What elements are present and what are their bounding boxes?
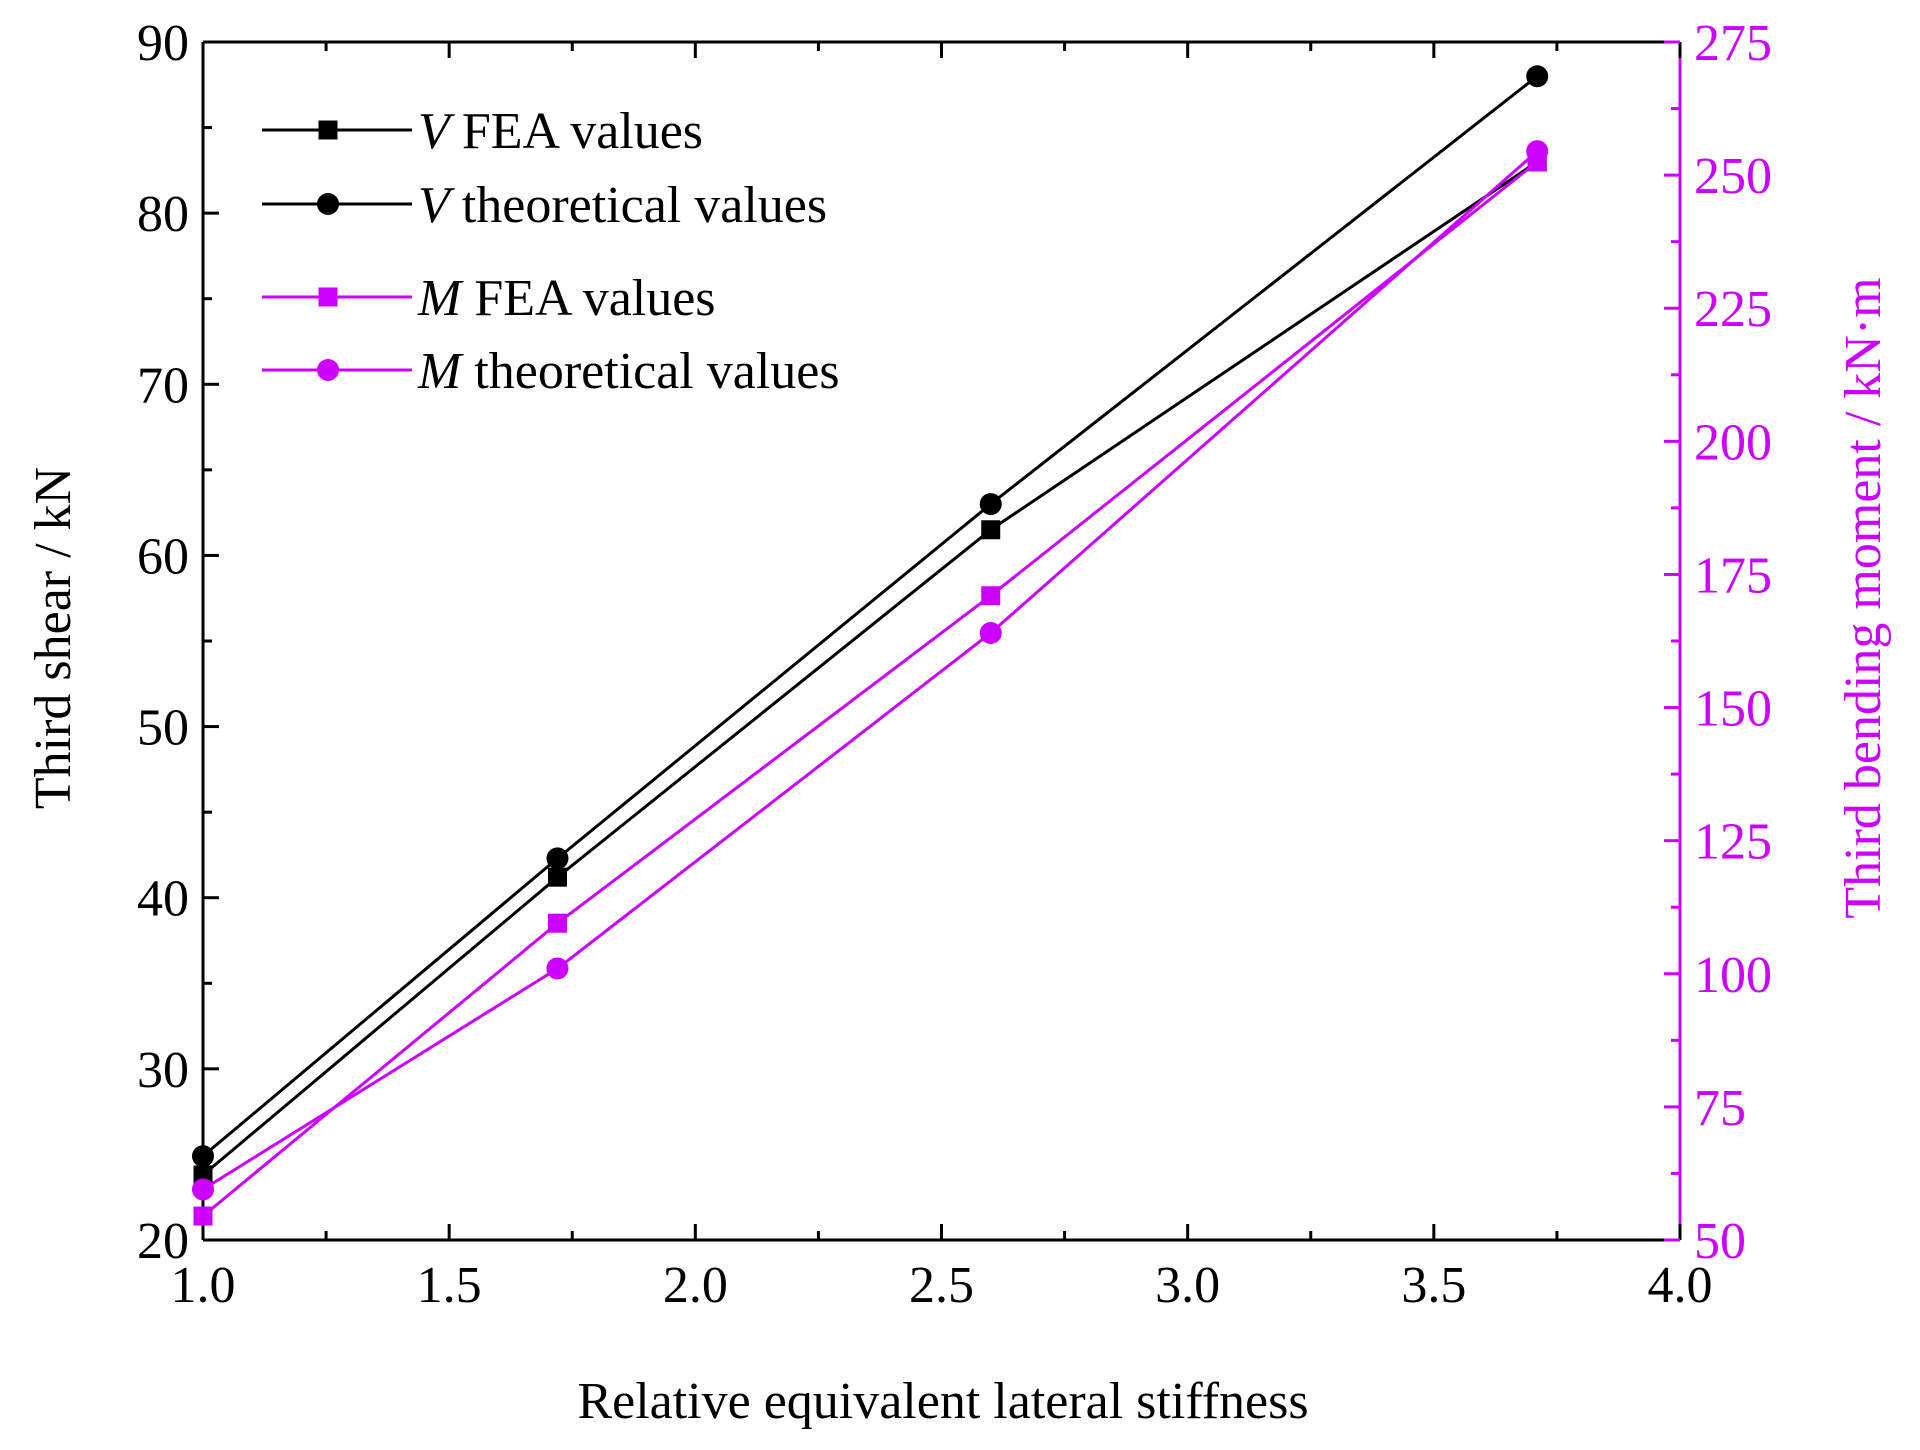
legend-item: M theoretical values: [262, 343, 840, 400]
y-right-tick-label: 250: [1694, 148, 1772, 205]
y-left-tick-label: 90: [137, 15, 189, 72]
series-v-fea-values: [193, 152, 1547, 1185]
data-point: [193, 1206, 213, 1226]
y-axis-right: 50 75 100 125 150 175 200 225 250 275: [1664, 15, 1772, 1270]
legend-item: M FEA values: [262, 270, 716, 327]
y-axis-left: 20 30 40 50 60 70 80 90: [137, 15, 219, 1270]
x-tick-label: 2.5: [909, 1257, 974, 1314]
data-point: [1526, 140, 1549, 163]
legend-label: M FEA values: [417, 270, 716, 327]
x-axis-title: Relative equivalent lateral stiffness: [577, 1373, 1308, 1430]
x-tick-label: 3.5: [1401, 1257, 1466, 1314]
x-tick-label: 1.5: [417, 1257, 482, 1314]
legend-label-text: FEA values: [462, 103, 703, 160]
x-tick-label: 1.0: [171, 1257, 236, 1314]
legend-label-symbol: M: [417, 270, 474, 327]
series-line: [202, 160, 1539, 1177]
legend-label-symbol: V: [418, 177, 462, 234]
series-line: [202, 150, 1539, 1191]
y-left-tick-label: 30: [137, 1042, 189, 1099]
legend-label-symbol: M: [417, 343, 474, 400]
y-right-tick-label: 125: [1694, 814, 1772, 871]
data-point: [192, 1145, 214, 1168]
y-right-tick-label: 175: [1694, 547, 1772, 604]
y-right-tick-label: 200: [1694, 414, 1772, 471]
data-point: [981, 586, 1001, 606]
x-tick-label: 2.0: [663, 1257, 728, 1314]
data-point: [546, 847, 569, 870]
legend-item: V theoretical values: [262, 177, 827, 234]
x-axis: 1.0 1.5 2.0 2.5 3.0 3.5 4.0: [171, 42, 1713, 1314]
x-tick-label: 3.0: [1155, 1257, 1220, 1314]
series-m-theoretical-values: [192, 140, 1549, 1201]
x-tick-label: 4.0: [1648, 1257, 1713, 1314]
y-left-tick-label: 60: [137, 528, 189, 585]
series-line: [202, 160, 1539, 1218]
y-left-tick-label: 70: [137, 357, 189, 414]
y-right-tick-label: 275: [1694, 15, 1772, 72]
legend-label: V theoretical values: [418, 177, 827, 234]
legend-label-text: theoretical values: [462, 177, 827, 234]
legend-marker: [317, 193, 339, 215]
data-point: [979, 622, 1002, 645]
data-point: [979, 493, 1002, 516]
legend-item: V FEA values: [262, 103, 703, 160]
y-right-tick-label: 150: [1694, 681, 1772, 738]
legend-label-text: theoretical values: [474, 343, 839, 400]
legend-label-symbol: V: [418, 103, 462, 160]
data-point: [192, 1178, 214, 1201]
y-left-tick-label: 50: [137, 700, 189, 757]
y-right-tick-label: 75: [1694, 1080, 1746, 1137]
data-point: [547, 867, 567, 887]
data-point: [546, 957, 569, 980]
series-line: [202, 75, 1539, 1158]
legend-marker: [318, 287, 338, 307]
y-right-tick-label: 50: [1694, 1213, 1746, 1270]
legend-marker: [318, 120, 338, 140]
y-axis-title-left: Third shear / kN: [25, 467, 82, 809]
legend-label: V FEA values: [418, 103, 703, 160]
series-m-fea-values: [193, 152, 1547, 1226]
data-point: [1526, 65, 1549, 88]
data-point: [981, 520, 1001, 540]
legend-marker: [317, 359, 339, 381]
y-left-tick-label: 80: [137, 186, 189, 243]
series-v-theoretical-values: [192, 65, 1549, 1168]
legend-label: M theoretical values: [417, 343, 840, 400]
y-right-tick-label: 225: [1694, 281, 1772, 338]
y-left-tick-label: 20: [137, 1213, 189, 1270]
legend-label-text: FEA values: [474, 270, 715, 327]
series-layer: [192, 65, 1549, 1226]
y-left-tick-label: 40: [137, 871, 189, 928]
y-right-tick-label: 100: [1694, 947, 1772, 1004]
y-axis-title-right: Third bending moment / kN·m: [1835, 277, 1892, 918]
data-point: [547, 913, 567, 933]
